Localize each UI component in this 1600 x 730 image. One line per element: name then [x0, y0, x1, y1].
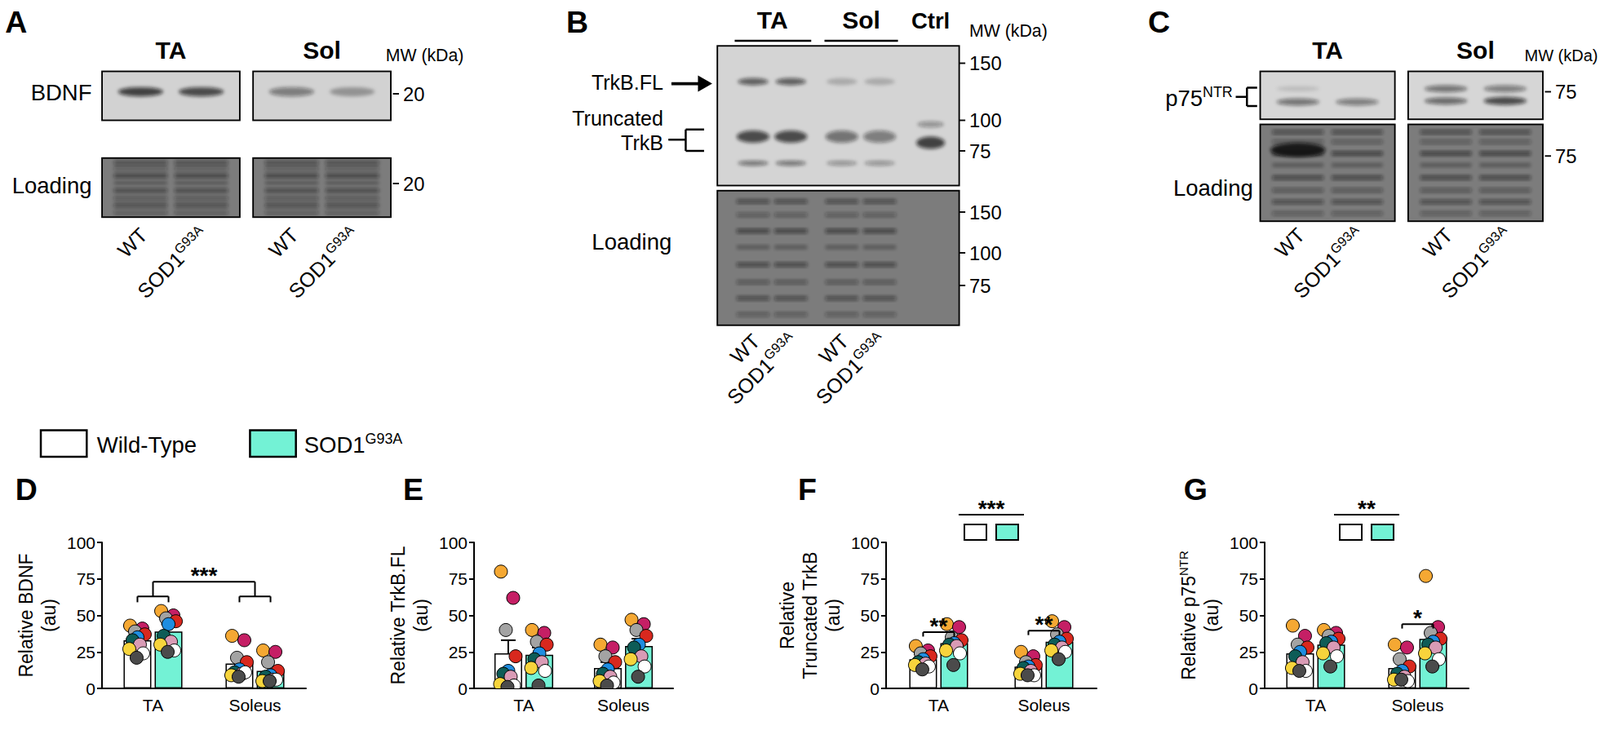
svg-text:75: 75 — [860, 569, 880, 589]
svg-text:75: 75 — [1239, 569, 1259, 589]
svg-text:Loading: Loading — [591, 229, 672, 255]
svg-text:TrkB: TrkB — [620, 131, 664, 155]
svg-text:TA: TA — [928, 695, 949, 715]
svg-text:A: A — [4, 4, 27, 40]
svg-text:F: F — [797, 472, 817, 507]
svg-text:75: 75 — [448, 569, 468, 589]
svg-text:TA: TA — [757, 6, 789, 34]
svg-text:SOD1G93A: SOD1G93A — [810, 327, 891, 409]
svg-text:50: 50 — [448, 606, 468, 625]
svg-text:WT: WT — [814, 329, 853, 368]
svg-text:WT: WT — [1418, 223, 1457, 262]
svg-text:***: *** — [190, 562, 218, 589]
svg-text:0: 0 — [1248, 679, 1259, 699]
svg-text:MW (kDa): MW (kDa) — [969, 21, 1048, 41]
svg-text:Soleus: Soleus — [597, 695, 650, 715]
svg-text:SOD1G93A: SOD1G93A — [131, 221, 213, 303]
svg-text:75: 75 — [969, 140, 991, 163]
svg-text:Soleus: Soleus — [228, 695, 281, 715]
svg-text:D: D — [15, 472, 38, 507]
svg-text:**: ** — [1035, 611, 1054, 638]
svg-text:Soleus: Soleus — [1017, 695, 1070, 715]
svg-text:25: 25 — [76, 642, 96, 662]
svg-text:100: 100 — [969, 109, 1002, 132]
svg-text:C: C — [1147, 4, 1171, 40]
svg-text:Loading: Loading — [1173, 175, 1254, 201]
svg-text:(au): (au) — [410, 598, 432, 633]
svg-text:TrkB.FL: TrkB.FL — [591, 70, 664, 94]
svg-text:WT: WT — [264, 223, 303, 262]
svg-text:0: 0 — [869, 679, 880, 699]
svg-text:Ctrl: Ctrl — [911, 8, 950, 34]
svg-text:B: B — [566, 4, 589, 40]
svg-text:NTR: NTR — [1176, 550, 1191, 577]
svg-text:75: 75 — [969, 274, 991, 297]
svg-text:150: 150 — [969, 52, 1002, 75]
svg-text:0: 0 — [457, 679, 468, 699]
svg-text:Truncated TrkB: Truncated TrkB — [799, 551, 821, 679]
svg-text:(au): (au) — [822, 598, 844, 633]
svg-text:TA: TA — [1311, 37, 1343, 65]
svg-text:WT: WT — [1270, 223, 1309, 262]
svg-text:WT: WT — [725, 329, 765, 368]
svg-text:75: 75 — [76, 569, 96, 589]
svg-text:MW (kDa): MW (kDa) — [1524, 46, 1598, 65]
svg-text:20: 20 — [403, 83, 425, 106]
svg-text:G: G — [1183, 472, 1208, 507]
svg-text:TA: TA — [513, 695, 534, 715]
svg-text:E: E — [403, 472, 424, 507]
svg-text:Wild-Type: Wild-Type — [97, 432, 197, 458]
svg-text:Sol: Sol — [1456, 37, 1495, 65]
svg-text:***: *** — [978, 496, 1006, 522]
svg-text:TA: TA — [155, 37, 187, 65]
svg-text:SOD1G93A: SOD1G93A — [304, 430, 404, 458]
svg-text:25: 25 — [1239, 642, 1259, 662]
svg-text:25: 25 — [860, 642, 880, 662]
svg-text:Relative: Relative — [776, 581, 798, 650]
svg-text:20: 20 — [403, 172, 425, 196]
svg-text:SOD1G93A: SOD1G93A — [1436, 221, 1517, 303]
svg-text:Relative TrkB.FL: Relative TrkB.FL — [387, 545, 409, 685]
svg-text:SOD1G93A: SOD1G93A — [721, 327, 803, 409]
svg-text:100: 100 — [850, 533, 880, 553]
svg-text:p75NTR: p75NTR — [1165, 84, 1233, 111]
svg-text:50: 50 — [76, 606, 96, 625]
svg-text:*: * — [1413, 605, 1423, 631]
svg-text:WT: WT — [113, 223, 152, 262]
svg-text:MW (kDa): MW (kDa) — [385, 45, 465, 66]
svg-text:75: 75 — [1555, 145, 1577, 168]
svg-text:(au): (au) — [38, 598, 60, 633]
svg-text:TA: TA — [142, 695, 164, 715]
svg-text:150: 150 — [969, 201, 1002, 224]
svg-text:Loading: Loading — [12, 173, 93, 200]
svg-text:BDNF: BDNF — [31, 79, 93, 106]
svg-text:Relative BDNF: Relative BDNF — [15, 553, 37, 678]
svg-text:100: 100 — [1229, 533, 1259, 553]
svg-text:50: 50 — [1239, 606, 1259, 625]
svg-text:Soleus: Soleus — [1391, 695, 1444, 715]
svg-text:100: 100 — [969, 242, 1002, 265]
svg-text:75: 75 — [1555, 80, 1577, 103]
svg-text:100: 100 — [438, 533, 468, 553]
svg-text:**: ** — [1357, 496, 1376, 522]
svg-text:Sol: Sol — [302, 37, 342, 65]
svg-text:(au): (au) — [1201, 598, 1223, 633]
svg-text:50: 50 — [860, 606, 880, 625]
svg-text:SOD1G93A: SOD1G93A — [282, 221, 364, 303]
svg-text:0: 0 — [85, 679, 96, 699]
svg-text:Sol: Sol — [842, 6, 881, 34]
svg-text:Truncated: Truncated — [571, 106, 664, 130]
svg-text:100: 100 — [66, 533, 96, 553]
svg-text:SOD1G93A: SOD1G93A — [1287, 221, 1369, 303]
svg-text:25: 25 — [448, 642, 468, 662]
svg-text:TA: TA — [1305, 695, 1326, 715]
svg-text:Relative p75: Relative p75 — [1178, 576, 1200, 681]
svg-text:**: ** — [930, 613, 949, 639]
